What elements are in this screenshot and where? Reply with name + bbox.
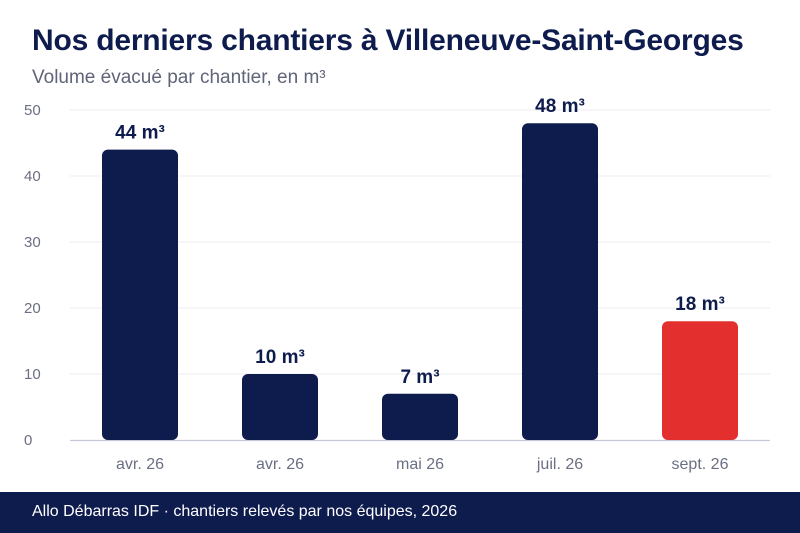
footer-bar: Allo Débarras IDF · chantiers relevés pa…	[0, 492, 800, 533]
bar-value-label: 10 m³	[255, 347, 305, 368]
bar	[242, 374, 318, 440]
x-tick-label: sept. 26	[672, 456, 729, 473]
y-tick-label: 40	[24, 168, 41, 185]
bar-value-label: 48 m³	[535, 96, 585, 117]
y-tick-label: 20	[24, 300, 41, 317]
bar	[382, 393, 458, 440]
bar-value-label: 7 m³	[400, 367, 439, 388]
y-tick-label: 10	[24, 366, 41, 383]
bar-value-label: 18 m³	[675, 294, 725, 315]
x-tick-label: avr. 26	[116, 456, 164, 473]
bar-chart: 0 10 20 30 40 50 44 m³ avr. 26 10 m³ avr. 26 7 m³ m…	[24, 96, 770, 473]
bar	[662, 321, 738, 440]
bar	[102, 149, 178, 440]
y-tick-label: 30	[24, 234, 41, 251]
bar-value-label: 44 m³	[115, 123, 165, 144]
chart-title: Nos derniers chantiers à Villeneuve-Sain…	[32, 24, 744, 57]
footer-source: Allo Débarras IDF · chantiers relevés pa…	[32, 503, 458, 520]
bar	[522, 123, 598, 440]
x-tick-label: juil. 26	[536, 456, 583, 473]
x-tick-label: mai 26	[396, 456, 444, 473]
y-tick-label: 50	[24, 102, 41, 119]
x-tick-label: avr. 26	[256, 456, 304, 473]
chart-subtitle: Volume évacué par chantier, en m³	[32, 67, 326, 88]
y-tick-label: 0	[24, 432, 32, 449]
